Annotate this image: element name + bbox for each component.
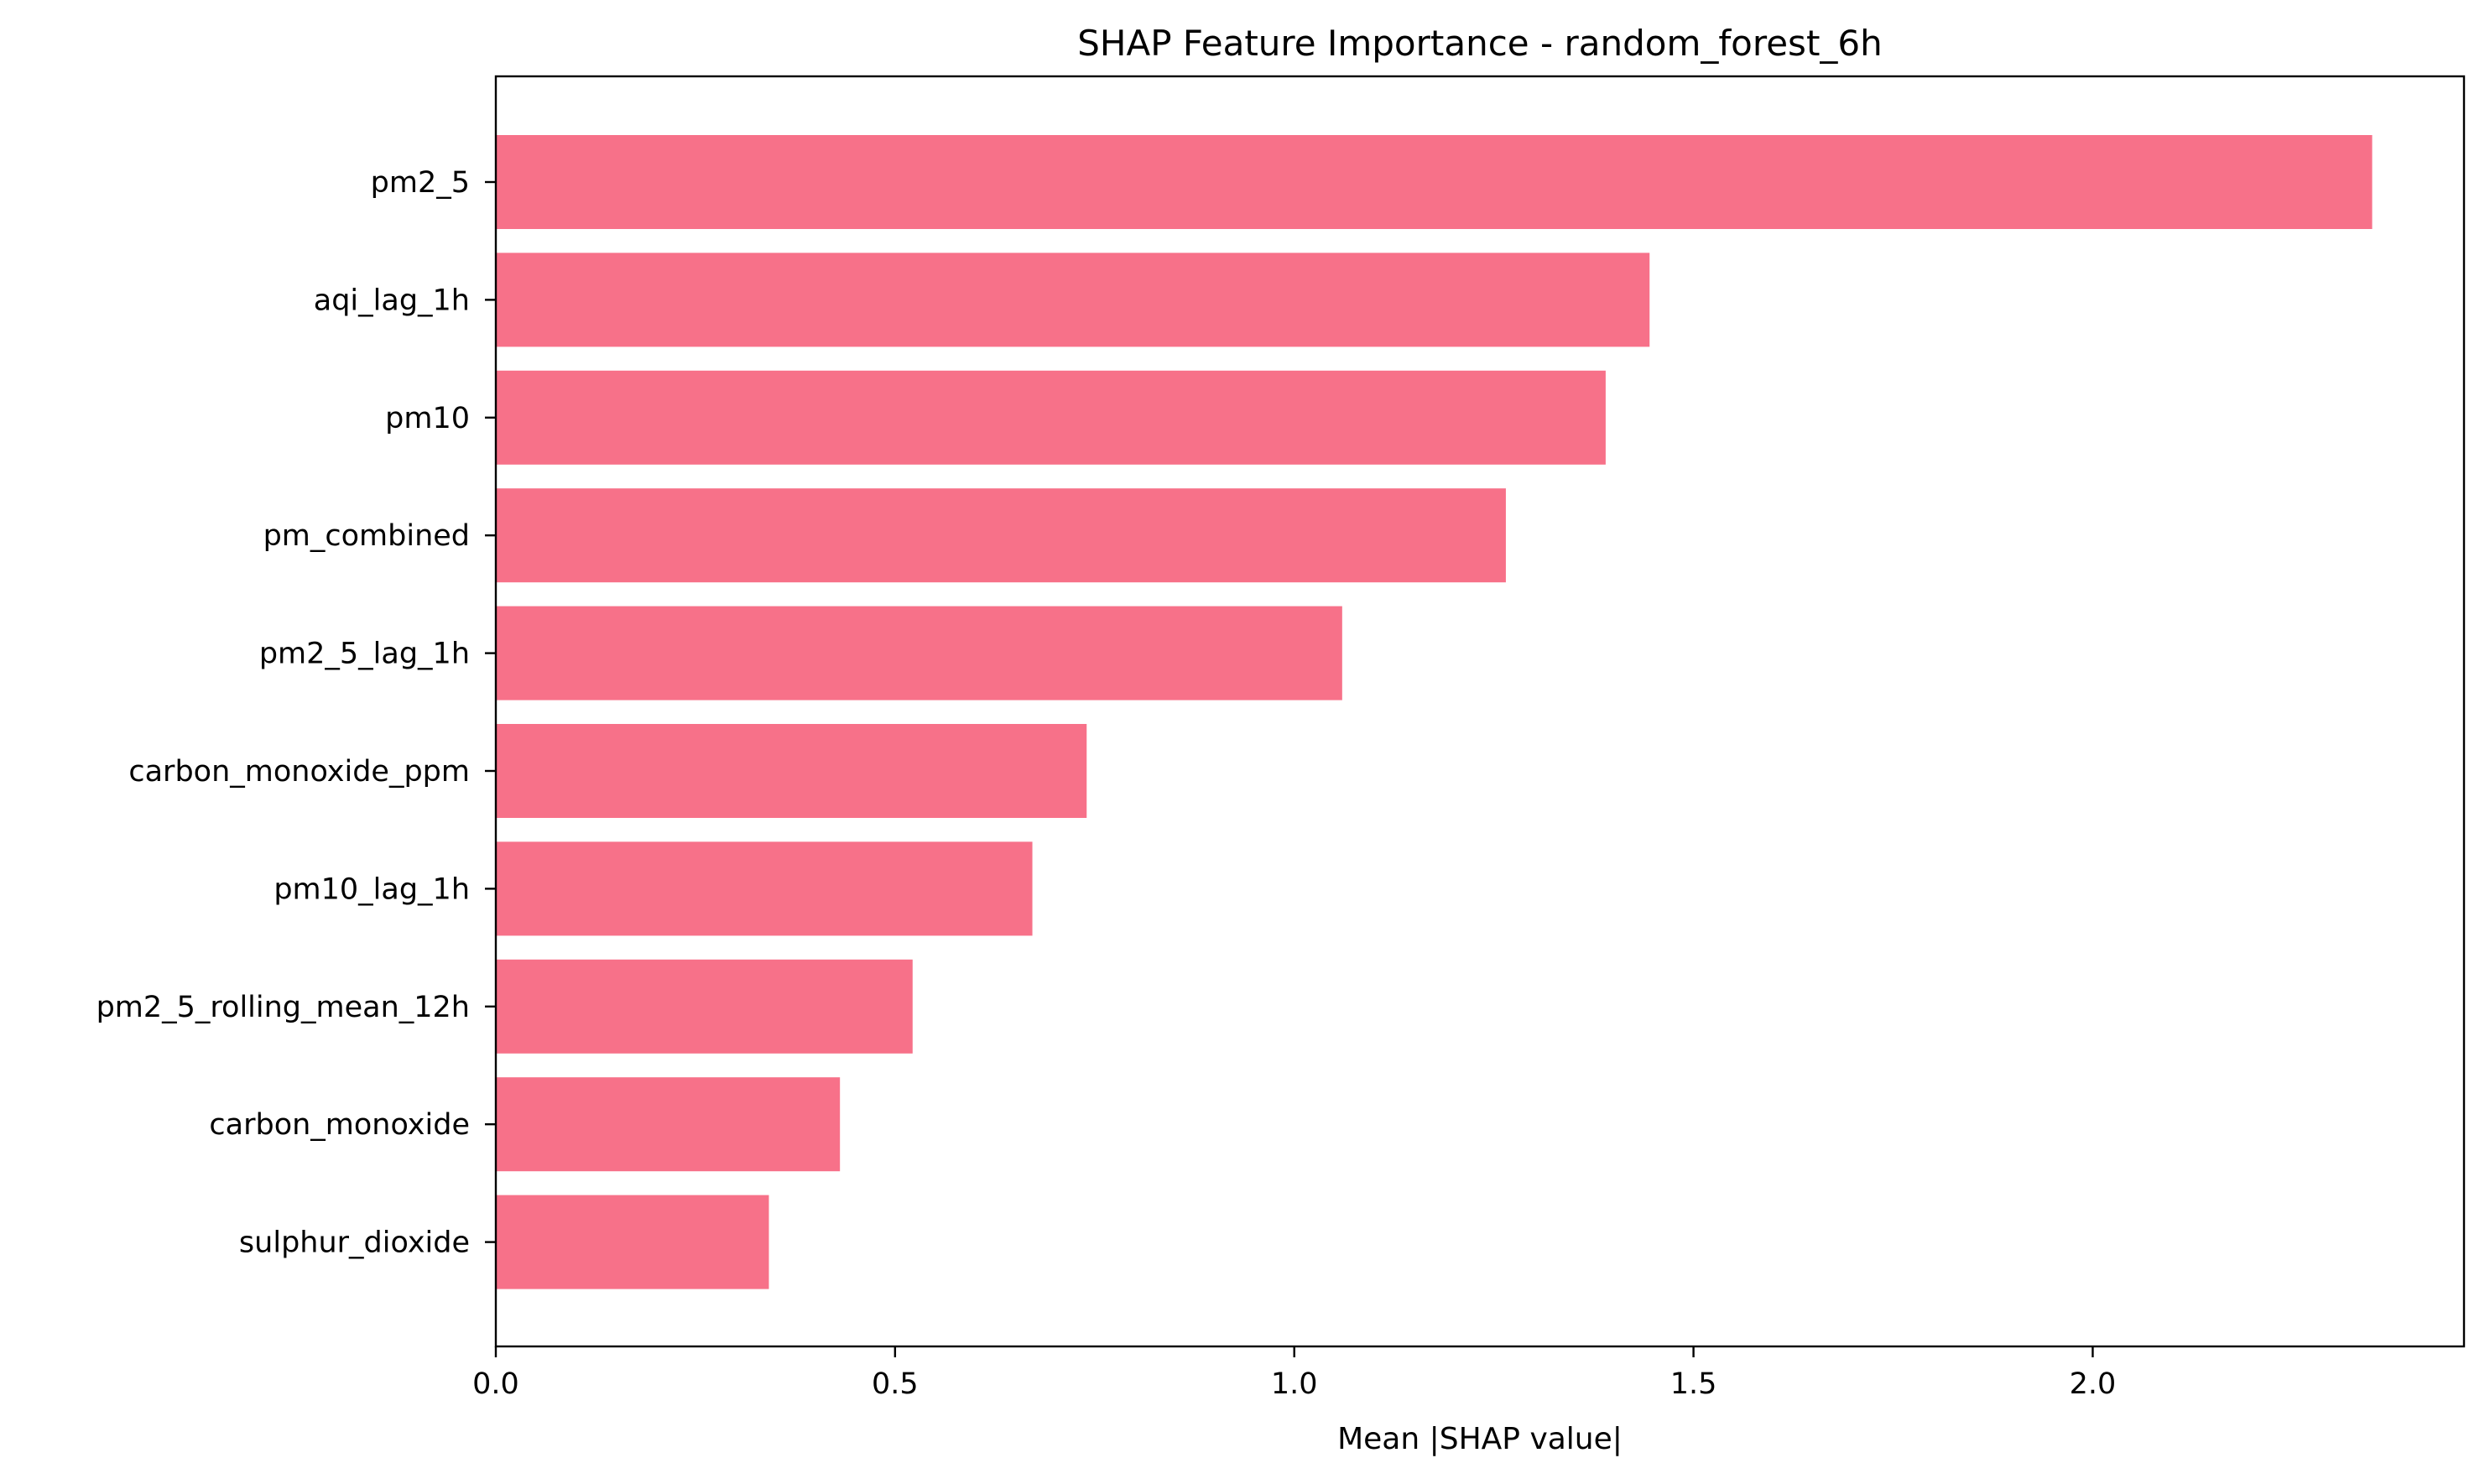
y-axis-ticks: pm2_5 aqi_lag_1h pm10 pm_combined pm2_5_lag_… (96, 166, 496, 1260)
bar (496, 135, 2373, 229)
x-tick-label: 2.0 (2070, 1367, 2117, 1401)
y-tick-label: carbon_monoxide_ppm (128, 755, 470, 789)
x-axis-ticks: 0.0 0.5 1.0 1.5 2.0 (472, 1346, 2116, 1401)
bar (496, 1077, 841, 1172)
x-tick-label: 1.0 (1271, 1367, 1318, 1401)
bar (496, 253, 1650, 347)
y-tick-label: pm2_5 (371, 166, 470, 200)
bar (496, 959, 913, 1054)
y-tick-label: aqi_lag_1h (314, 284, 470, 317)
y-tick-label: sulphur_dioxide (239, 1226, 470, 1260)
chart-title: SHAP Feature Importance - random_forest_… (1077, 23, 1883, 64)
y-tick-label: pm2_5_lag_1h (259, 638, 470, 671)
bar (496, 606, 1342, 700)
bar (496, 841, 1033, 936)
x-tick-label: 1.5 (1670, 1367, 1717, 1401)
bar (496, 724, 1087, 818)
plot-frame (494, 75, 2466, 1348)
x-axis-label: Mean |SHAP value| (1337, 1422, 1623, 1456)
y-tick-label: pm10_lag_1h (273, 872, 470, 906)
x-tick-label: 0.5 (872, 1367, 919, 1401)
y-tick-label: carbon_monoxide (209, 1108, 470, 1142)
bar (496, 488, 1506, 583)
bar (496, 1195, 769, 1289)
bars-layer (496, 135, 2373, 1289)
y-tick-label: pm2_5_rolling_mean_12h (96, 991, 470, 1024)
y-tick-label: pm_combined (263, 519, 470, 553)
x-tick-label: 0.0 (472, 1367, 519, 1401)
y-tick-label: pm10 (385, 402, 470, 435)
bar (496, 370, 1606, 465)
